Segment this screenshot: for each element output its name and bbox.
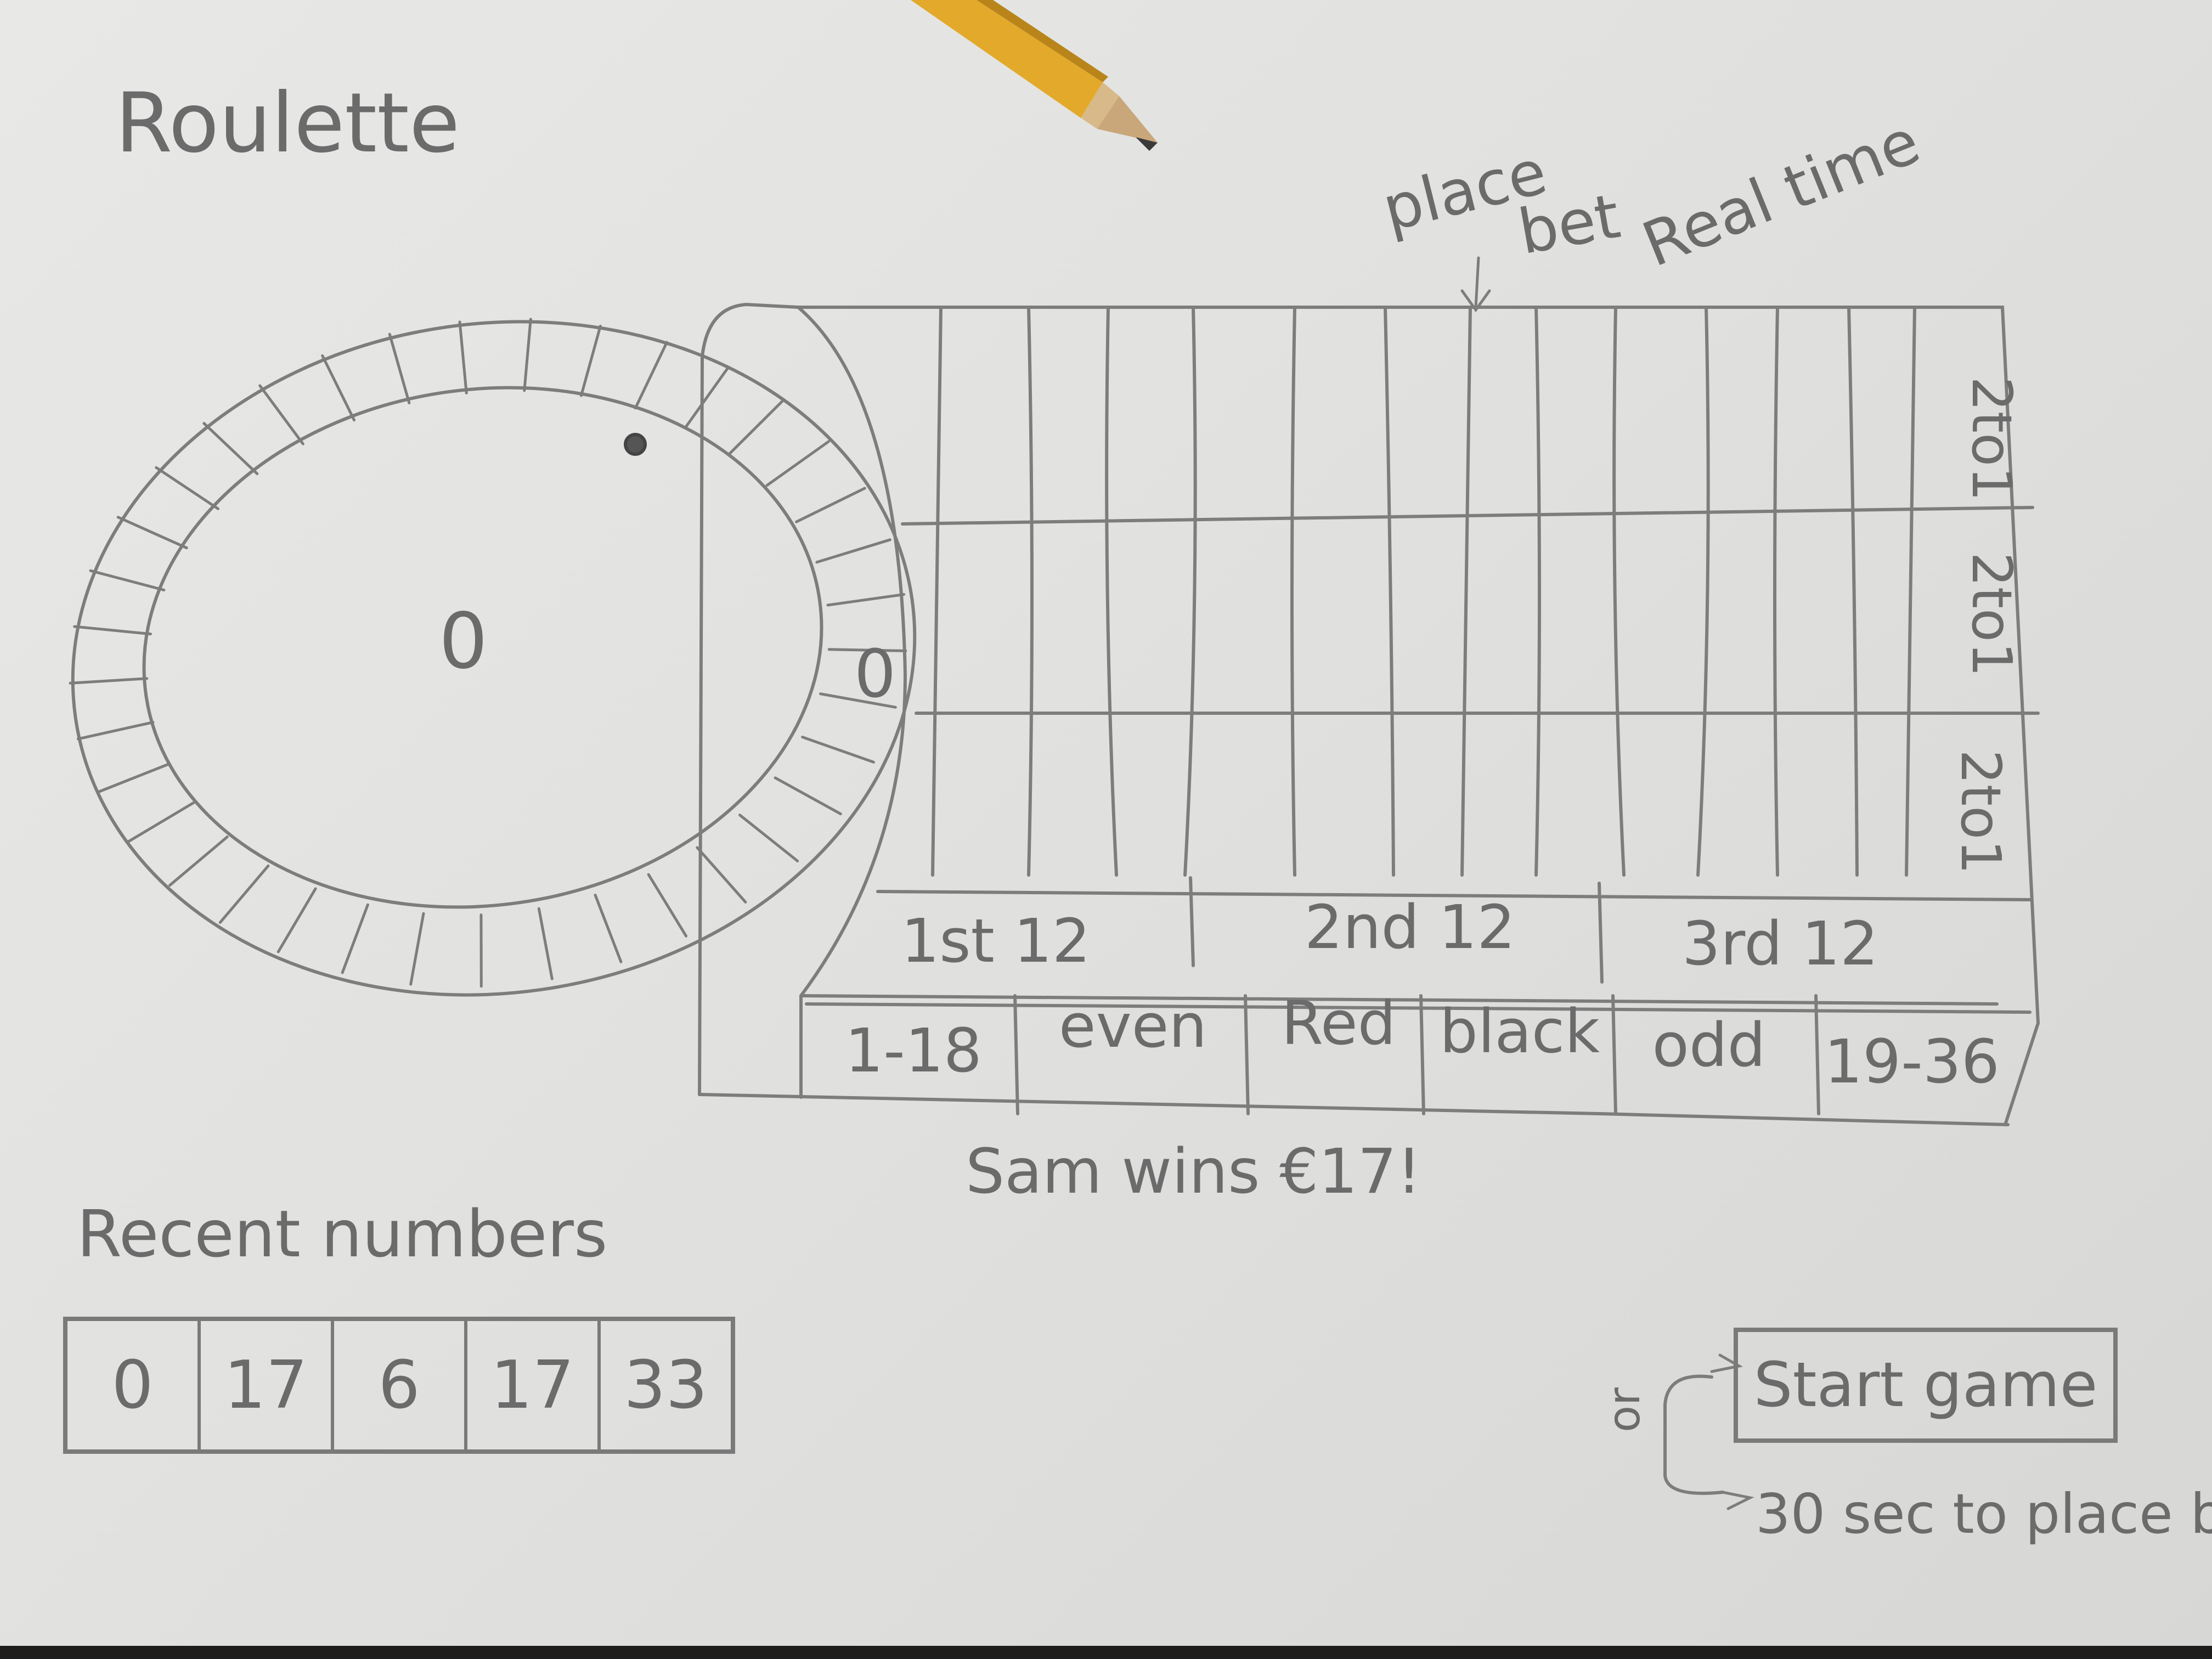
wheel-pocket-divider xyxy=(409,912,425,986)
wheel-pocket-divider xyxy=(168,835,229,887)
wheel-pocket-divider xyxy=(341,903,369,974)
outside-bet-divider xyxy=(1611,994,1617,1115)
grid-column-divider xyxy=(1696,306,1710,877)
wheel-pocket-divider xyxy=(96,763,171,794)
betting-table-outline xyxy=(698,302,2040,1126)
wheel-pocket-divider xyxy=(388,332,411,404)
wheel-pocket-divider xyxy=(276,887,317,953)
wheel-pocket-divider xyxy=(647,873,688,938)
wheel-pocket-divider xyxy=(155,466,219,510)
grid-column-divider xyxy=(1027,306,1034,877)
number-grid xyxy=(805,306,2040,1115)
wheel-pocket-divider xyxy=(321,354,356,422)
recent-number: 33 xyxy=(624,1347,708,1424)
grid-column-divider xyxy=(1384,306,1395,877)
wheel-pocket-divider xyxy=(774,776,842,816)
dozen-divider xyxy=(1189,876,1195,967)
dozen-divider xyxy=(1598,882,1604,984)
outside-bet-divider xyxy=(1814,994,1820,1115)
recent-numbers-list: 0 17 6 17 33 xyxy=(63,1317,735,1454)
wheel-pocket-divider xyxy=(76,721,155,741)
page-title: Roulette xyxy=(115,76,460,171)
bet-column-2[interactable]: 2to1 xyxy=(1960,552,2024,677)
bet-red[interactable]: Red xyxy=(1281,988,1396,1058)
recent-number: 6 xyxy=(334,1321,467,1449)
grid-column-divider xyxy=(1847,306,1859,877)
wheel-pocket-divider xyxy=(523,318,532,392)
wheel-pocket-divider xyxy=(579,324,602,397)
wheel-pocket-divider xyxy=(815,538,891,564)
wheel-pocket-divider xyxy=(89,569,166,592)
grid-column-divider xyxy=(1290,306,1296,877)
wheel-center-number: 0 xyxy=(439,597,488,686)
recent-number: 0 xyxy=(67,1321,201,1449)
bet-even[interactable]: even xyxy=(1058,991,1207,1061)
grid-column-divider xyxy=(931,306,943,877)
outside-bet-divider xyxy=(1244,994,1250,1115)
recent-number: 17 xyxy=(201,1321,334,1449)
wheel-pocket-divider xyxy=(202,422,259,476)
bet-1-18[interactable]: 1-18 xyxy=(845,1015,982,1086)
bet-dozen-3[interactable]: 3rd 12 xyxy=(1681,909,1879,979)
bet-column-1[interactable]: 2to1 xyxy=(1960,376,2024,501)
wheel-pocket-divider xyxy=(826,593,906,607)
wheel-pocket-divider xyxy=(728,399,785,455)
or-label: or xyxy=(1598,1387,1650,1432)
roulette-wheel[interactable] xyxy=(29,268,959,1048)
wheel-pocket-divider xyxy=(537,907,554,980)
wheel-pocket-divider xyxy=(458,320,468,394)
wheel-pocket-divider xyxy=(218,864,270,924)
outside-bet-divider xyxy=(1419,994,1425,1115)
wheel-pocket-divider xyxy=(69,677,149,685)
start-game-button[interactable]: Start game xyxy=(1734,1328,2118,1443)
bet-dozen-1[interactable]: 1st 12 xyxy=(901,906,1091,976)
wheel-pocket-divider xyxy=(594,893,623,963)
bet-column-3[interactable]: 2to1 xyxy=(1949,749,2013,874)
outside-bet-divider xyxy=(1013,994,1019,1115)
wheel-pocket-divider xyxy=(795,487,866,523)
bet-black[interactable]: black xyxy=(1440,996,1600,1066)
bet-odd[interactable]: odd xyxy=(1652,1010,1766,1080)
wheel-pocket-divider xyxy=(684,366,730,429)
grid-column-divider xyxy=(1534,306,1541,877)
grid-column-divider xyxy=(1105,306,1118,877)
wheel-pocket-divider xyxy=(116,516,188,550)
bet-dozen-2[interactable]: 2nd 12 xyxy=(1304,892,1516,962)
grid-column-divider xyxy=(1183,306,1197,877)
wheel-pocket-divider xyxy=(738,814,799,862)
grid-column-divider xyxy=(1460,306,1472,877)
bet-timer-note: 30 sec to place bet xyxy=(1756,1482,2212,1546)
wheel-pocket-divider xyxy=(258,384,304,445)
wheel-pocket-divider xyxy=(696,846,747,904)
wheel-pocket-divider xyxy=(827,648,907,652)
wheel-pocket-divider xyxy=(765,440,830,487)
wheel-pocket-divider xyxy=(819,692,897,709)
result-message: Sam wins €17! xyxy=(966,1136,1421,1207)
wheel-pocket-divider xyxy=(634,341,668,410)
grid-column-divider xyxy=(1612,306,1626,877)
bet-19-36[interactable]: 19-36 xyxy=(1824,1026,2000,1097)
recent-numbers-heading: Recent numbers xyxy=(77,1196,608,1272)
annotation-bet: bet xyxy=(1513,180,1626,269)
bet-zero[interactable]: 0 xyxy=(854,636,896,713)
wheel-pocket-divider xyxy=(127,801,195,843)
grid-column-divider xyxy=(1773,306,1779,877)
wheel-pocket-divider xyxy=(801,735,875,764)
ball-icon xyxy=(624,433,647,456)
grid-column-divider xyxy=(1905,306,1916,877)
recent-number: 17 xyxy=(467,1321,601,1449)
wheel-pocket-divider xyxy=(73,625,152,636)
